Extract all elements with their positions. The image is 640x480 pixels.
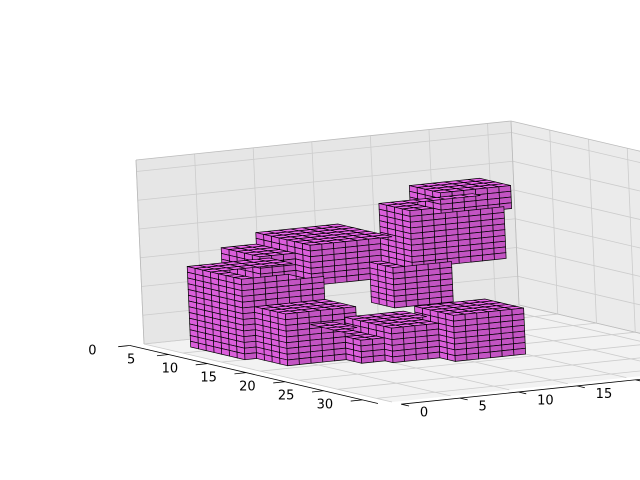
voxel: [418, 298, 430, 305]
x-tick-label: 10: [162, 361, 179, 376]
x-tick: [234, 373, 246, 374]
voxel: [441, 296, 453, 303]
voxel-face-side: [299, 358, 311, 365]
voxel: [514, 348, 526, 355]
voxel: [334, 354, 346, 361]
y-tick: [460, 398, 468, 400]
voxel-face-side: [369, 255, 381, 262]
voxel-face-side: [373, 355, 385, 362]
voxel: [494, 253, 506, 260]
voxel-face-side: [287, 359, 299, 366]
x-tick-label: 30: [317, 398, 334, 413]
y-tick: [636, 380, 640, 382]
voxel-face-side: [514, 348, 526, 355]
voxel-face-side: [494, 253, 506, 260]
voxel-face-side: [482, 254, 494, 261]
x-tick: [273, 382, 285, 383]
voxel: [323, 277, 335, 284]
voxel: [299, 358, 311, 365]
voxel: [459, 256, 471, 263]
voxel: [313, 294, 325, 301]
voxel-face-side: [455, 354, 467, 361]
voxel-face-side: [393, 356, 405, 363]
voxel: [467, 353, 479, 360]
voxel-face-side: [266, 299, 278, 306]
voxel: [430, 297, 442, 304]
x-tick: [118, 345, 130, 346]
voxel-face-side: [334, 354, 346, 361]
voxel: [347, 275, 359, 282]
voxel: [369, 255, 381, 262]
voxel: [254, 300, 266, 307]
x-tick: [157, 355, 169, 356]
x-tick: [312, 391, 324, 392]
x-tick-label: 0: [88, 343, 96, 358]
voxel-face-side: [254, 300, 266, 307]
voxel: [490, 351, 502, 358]
voxel-face-side: [323, 355, 335, 362]
voxel: [301, 295, 313, 302]
voxel: [482, 254, 494, 261]
voxel-face-side: [416, 353, 428, 360]
voxel-face-side: [335, 276, 347, 283]
voxel: [471, 255, 483, 262]
x-tick: [196, 364, 208, 365]
voxel-face-side: [441, 296, 453, 303]
voxel-face-side: [289, 296, 301, 303]
voxel-face-side: [301, 295, 313, 302]
voxel-face-side: [323, 277, 335, 284]
y-tick-label: 15: [596, 387, 613, 402]
y-tick-label: 5: [478, 399, 486, 414]
y-tick: [401, 404, 409, 406]
y-tick-label: 10: [537, 393, 554, 408]
voxel-face-side: [418, 298, 430, 305]
voxel-face-side: [406, 300, 418, 307]
voxel: [335, 276, 347, 283]
voxel-face-side: [311, 356, 323, 363]
y-tick: [577, 386, 585, 388]
voxel: [311, 356, 323, 363]
voxel: [502, 350, 514, 357]
voxel-face-side: [347, 275, 359, 282]
voxel: [266, 299, 278, 306]
voxel-face-side: [430, 297, 442, 304]
voxel: [479, 352, 491, 359]
voxel-face-side: [394, 301, 406, 308]
voxel-face-side: [479, 352, 491, 359]
voxel: [323, 355, 335, 362]
x-tick-label: 5: [127, 352, 135, 367]
x-tick: [351, 400, 363, 401]
voxel-face-side: [278, 297, 290, 304]
voxel: [404, 354, 416, 361]
voxel-face-side: [404, 354, 416, 361]
x-tick-label: 15: [200, 371, 217, 386]
y-tick-label: 0: [420, 406, 428, 421]
voxel: [289, 296, 301, 303]
voxel: [373, 355, 385, 362]
voxel-face-side: [313, 294, 325, 301]
voxel: [428, 352, 440, 359]
x-tick-label: 20: [239, 380, 256, 395]
voxel-face-side: [358, 274, 370, 281]
voxel-face-side: [467, 353, 479, 360]
voxel-face-side: [490, 351, 502, 358]
voxel-face-side: [471, 255, 483, 262]
y-tick: [518, 392, 526, 394]
voxel-face-side: [459, 256, 471, 263]
x-tick-label: 25: [278, 389, 295, 404]
voxel-face-side: [428, 352, 440, 359]
voxel-face-side: [245, 353, 257, 360]
voxel: [358, 274, 370, 281]
voxel: [416, 353, 428, 360]
voxel: [406, 300, 418, 307]
voxel-face-side: [502, 350, 514, 357]
voxel: [278, 297, 290, 304]
voxel-face-side: [362, 356, 374, 363]
